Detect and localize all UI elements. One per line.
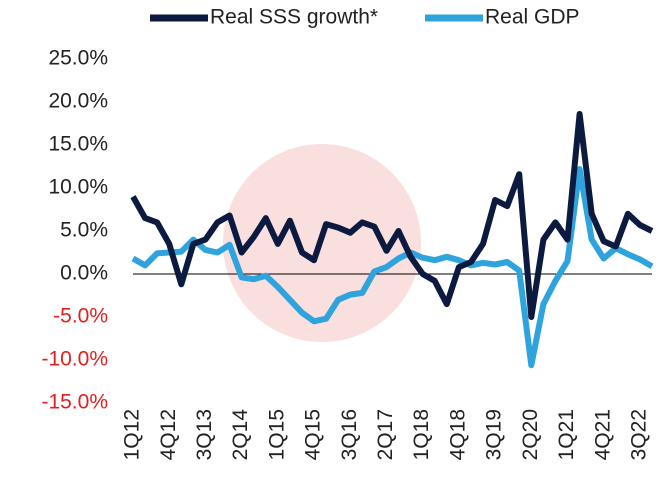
x-tick-label: 4Q18 [446,409,469,460]
series-line [131,166,654,369]
x-tick-label: 3Q22 [627,409,650,460]
x-tick-label: 4Q21 [591,409,614,460]
y-tick-label: -10.0% [41,348,108,371]
y-tick-label: 15.0% [48,133,108,156]
x-tick-label: 4Q15 [302,409,325,460]
y-tick-label: 0.0% [60,262,108,285]
x-tick-label: 1Q18 [410,409,433,460]
x-tick-label: 1Q15 [265,409,288,460]
y-tick-label: 25.0% [48,47,108,70]
x-tick-label: 2Q20 [519,409,542,460]
legend-label: Real GDP [485,6,580,29]
y-tick-label: -5.0% [53,305,108,328]
y-tick-label: -15.0% [41,391,108,414]
x-tick-label: 1Q21 [555,409,578,460]
x-tick-label: 3Q16 [338,409,361,460]
y-tick-label: 20.0% [48,90,108,113]
x-tick-label: 2Q17 [374,409,397,460]
series-line [130,111,654,320]
x-tick-label: 4Q12 [157,409,180,460]
legend-label: Real SSS growth* [210,6,378,29]
x-tick-label: 2Q14 [229,409,252,461]
x-tick-label: 3Q13 [193,409,216,460]
x-tick-label: 1Q12 [121,409,144,460]
y-tick-label: 5.0% [60,219,108,242]
y-tick-label: 10.0% [48,176,108,199]
x-tick-label: 3Q19 [483,409,506,460]
